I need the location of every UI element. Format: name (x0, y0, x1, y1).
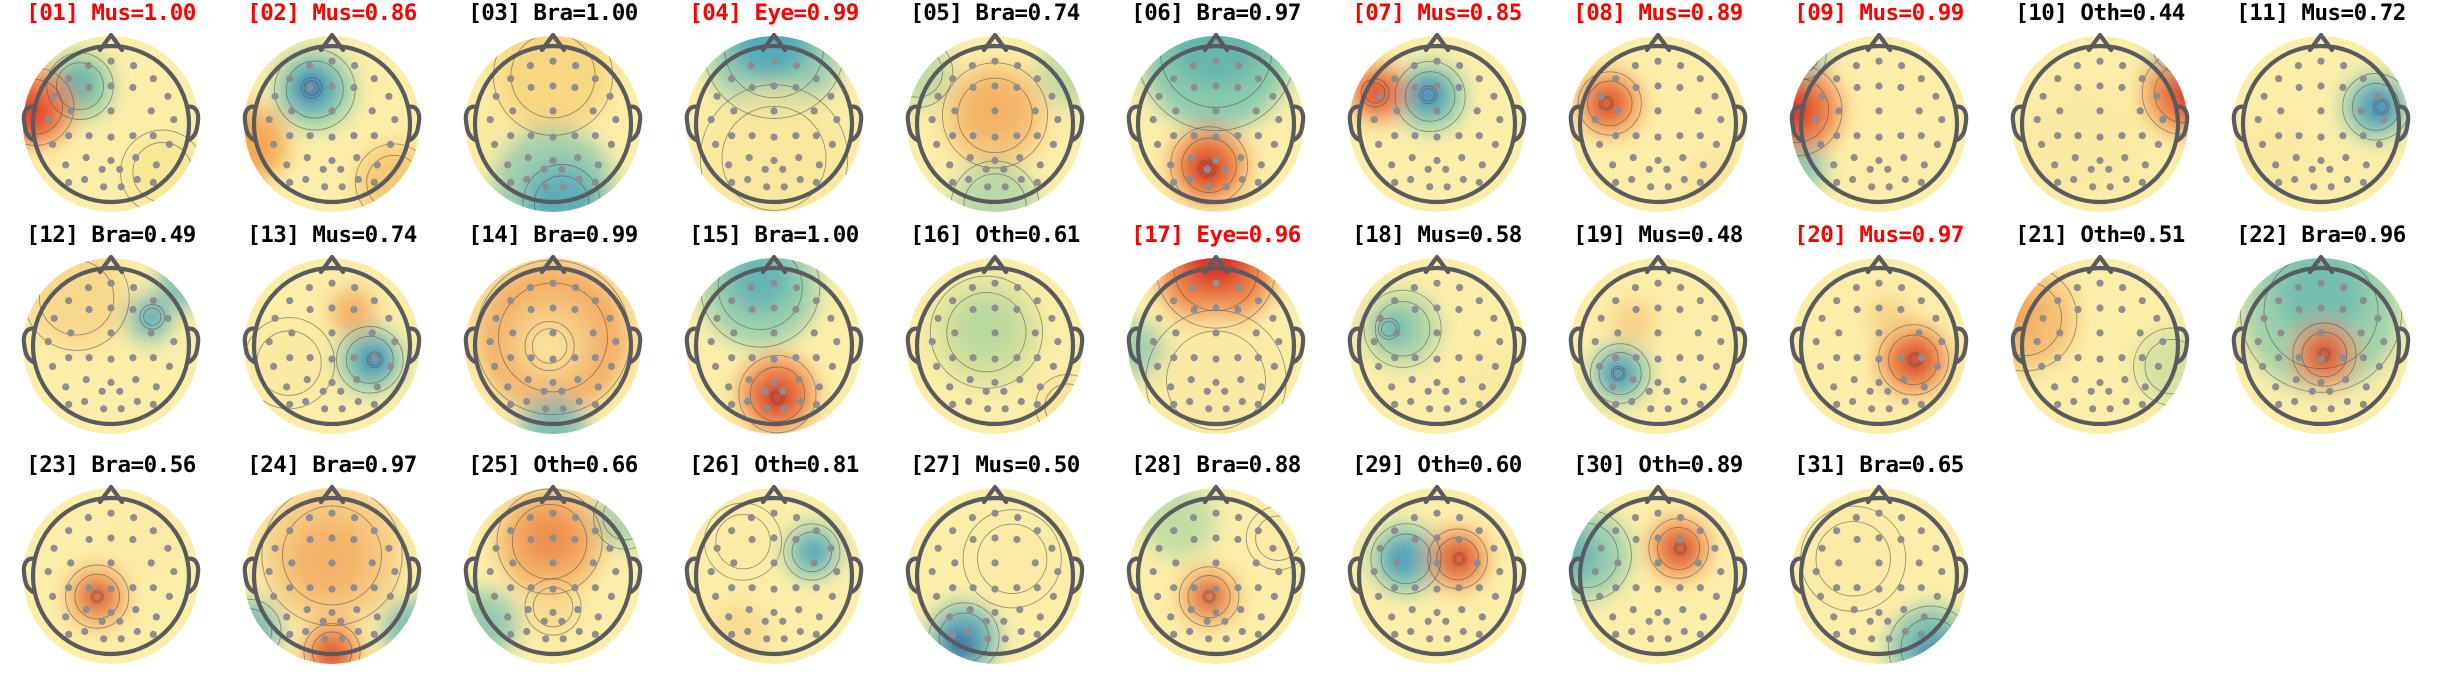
topoplot-17 (1105, 246, 1327, 444)
component-label-09: [09] Mus=0.99 (1768, 0, 1990, 26)
topoplot-10 (1989, 24, 2211, 222)
component-label-29: [29] Oth=0.60 (1326, 452, 1548, 478)
ica-component-25[interactable]: [25] Oth=0.66 (442, 452, 664, 674)
topoplot-03 (442, 24, 664, 222)
ica-component-14[interactable]: [14] Bra=0.99 (442, 222, 664, 444)
ica-component-26[interactable]: [26] Oth=0.81 (663, 452, 885, 674)
topoplot-29 (1326, 476, 1548, 674)
component-label-08: [08] Mus=0.89 (1547, 0, 1769, 26)
ica-component-30[interactable]: [30] Oth=0.89 (1547, 452, 1769, 674)
component-label-25: [25] Oth=0.66 (442, 452, 664, 478)
topoplot-18 (1326, 246, 1548, 444)
topoplot-27 (884, 476, 1106, 674)
ica-component-28[interactable]: [28] Bra=0.88 (1105, 452, 1327, 674)
topoplot-12 (0, 246, 222, 444)
ica-component-02[interactable]: [02] Mus=0.86 (221, 0, 443, 222)
component-label-20: [20] Mus=0.97 (1768, 222, 1990, 248)
topoplot-15 (663, 246, 885, 444)
ica-component-27[interactable]: [27] Mus=0.50 (884, 452, 1106, 674)
topoplot-30 (1547, 476, 1769, 674)
ica-component-10[interactable]: [10] Oth=0.44 (1989, 0, 2211, 222)
ica-component-08[interactable]: [08] Mus=0.89 (1547, 0, 1769, 222)
component-label-10: [10] Oth=0.44 (1989, 0, 2211, 26)
topoplot-09 (1768, 24, 1990, 222)
ica-component-13[interactable]: [13] Mus=0.74 (221, 222, 443, 444)
component-label-19: [19] Mus=0.48 (1547, 222, 1769, 248)
ica-component-19[interactable]: [19] Mus=0.48 (1547, 222, 1769, 444)
component-label-05: [05] Bra=0.74 (884, 0, 1106, 26)
component-label-12: [12] Bra=0.49 (0, 222, 222, 248)
ica-component-06[interactable]: [06] Bra=0.97 (1105, 0, 1327, 222)
component-label-13: [13] Mus=0.74 (221, 222, 443, 248)
component-label-04: [04] Eye=0.99 (663, 0, 885, 26)
topoplot-01 (0, 24, 222, 222)
topoplot-16 (884, 246, 1106, 444)
ica-component-16[interactable]: [16] Oth=0.61 (884, 222, 1106, 444)
ica-component-11[interactable]: [11] Mus=0.72 (2210, 0, 2432, 222)
component-label-06: [06] Bra=0.97 (1105, 0, 1327, 26)
component-label-18: [18] Mus=0.58 (1326, 222, 1548, 248)
component-label-30: [30] Oth=0.89 (1547, 452, 1769, 478)
topoplot-22 (2210, 246, 2432, 444)
topoplot-13 (221, 246, 443, 444)
ica-component-04[interactable]: [04] Eye=0.99 (663, 0, 885, 222)
ica-component-22[interactable]: [22] Bra=0.96 (2210, 222, 2432, 444)
component-label-14: [14] Bra=0.99 (442, 222, 664, 248)
ica-component-07[interactable]: [07] Mus=0.85 (1326, 0, 1548, 222)
ica-component-12[interactable]: [12] Bra=0.49 (0, 222, 222, 444)
ica-component-21[interactable]: [21] Oth=0.51 (1989, 222, 2211, 444)
ica-component-03[interactable]: [03] Bra=1.00 (442, 0, 664, 222)
component-label-24: [24] Bra=0.97 (221, 452, 443, 478)
topoplot-21 (1989, 246, 2211, 444)
ica-component-23[interactable]: [23] Bra=0.56 (0, 452, 222, 674)
ica-component-17[interactable]: [17] Eye=0.96 (1105, 222, 1327, 444)
component-label-15: [15] Bra=1.00 (663, 222, 885, 248)
component-label-16: [16] Oth=0.61 (884, 222, 1106, 248)
component-label-01: [01] Mus=1.00 (0, 0, 222, 26)
topoplot-06 (1105, 24, 1327, 222)
topoplot-07 (1326, 24, 1548, 222)
topoplot-14 (442, 246, 664, 444)
topoplot-20 (1768, 246, 1990, 444)
topoplot-31 (1768, 476, 1990, 674)
ica-component-29[interactable]: [29] Oth=0.60 (1326, 452, 1548, 674)
ica-component-01[interactable]: [01] Mus=1.00 (0, 0, 222, 222)
topoplot-24 (221, 476, 443, 674)
component-label-23: [23] Bra=0.56 (0, 452, 222, 478)
component-label-28: [28] Bra=0.88 (1105, 452, 1327, 478)
topoplot-28 (1105, 476, 1327, 674)
component-label-07: [07] Mus=0.85 (1326, 0, 1548, 26)
ica-component-15[interactable]: [15] Bra=1.00 (663, 222, 885, 444)
ica-component-05[interactable]: [05] Bra=0.74 (884, 0, 1106, 222)
ica-component-20[interactable]: [20] Mus=0.97 (1768, 222, 1990, 444)
topoplot-02 (221, 24, 443, 222)
topoplot-05 (884, 24, 1106, 222)
ica-component-31[interactable]: [31] Bra=0.65 (1768, 452, 1990, 674)
component-label-11: [11] Mus=0.72 (2210, 0, 2432, 26)
topoplot-26 (663, 476, 885, 674)
component-label-31: [31] Bra=0.65 (1768, 452, 1990, 478)
component-label-27: [27] Mus=0.50 (884, 452, 1106, 478)
ica-component-09[interactable]: [09] Mus=0.99 (1768, 0, 1990, 222)
component-label-17: [17] Eye=0.96 (1105, 222, 1327, 248)
topoplot-11 (2210, 24, 2432, 222)
component-label-21: [21] Oth=0.51 (1989, 222, 2211, 248)
component-label-03: [03] Bra=1.00 (442, 0, 664, 26)
topoplot-19 (1547, 246, 1769, 444)
ica-component-18[interactable]: [18] Mus=0.58 (1326, 222, 1548, 444)
component-label-02: [02] Mus=0.86 (221, 0, 443, 26)
topoplot-04 (663, 24, 885, 222)
topoplot-23 (0, 476, 222, 674)
ica-component-24[interactable]: [24] Bra=0.97 (221, 452, 443, 674)
topoplot-08 (1547, 24, 1769, 222)
topoplot-25 (442, 476, 664, 674)
component-label-22: [22] Bra=0.96 (2210, 222, 2432, 248)
component-label-26: [26] Oth=0.81 (663, 452, 885, 478)
